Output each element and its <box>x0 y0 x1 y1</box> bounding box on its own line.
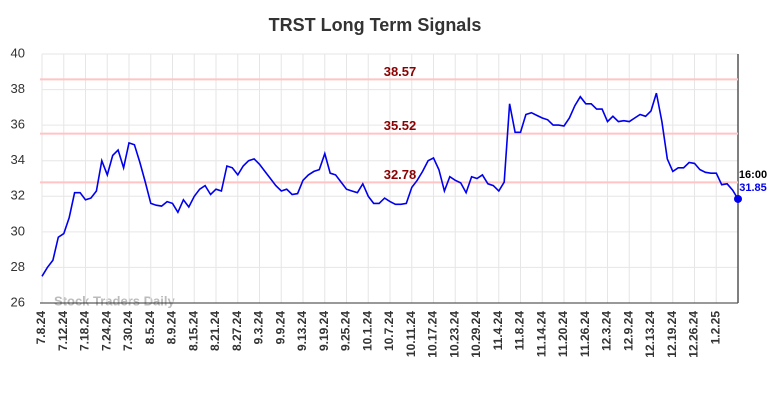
x-tick-label: 9.9.24 <box>273 311 287 345</box>
y-tick-label: 32 <box>11 188 25 203</box>
last-time: 16:00 <box>739 169 767 181</box>
x-tick-label: 10.11.24 <box>404 311 418 357</box>
y-tick-label: 40 <box>11 45 25 60</box>
price-line <box>41 92 739 277</box>
x-tick-label: 12.13.24 <box>643 311 657 358</box>
y-tick-label: 38 <box>11 81 25 96</box>
x-tick-label: 10.1.24 <box>360 311 374 351</box>
x-tick-label: 10.17.24 <box>426 311 440 358</box>
x-tick-label: 8.21.24 <box>208 311 222 351</box>
last-point <box>734 194 742 203</box>
y-tick-label: 28 <box>11 259 25 274</box>
signal-label: 35.52 <box>384 118 417 133</box>
chart-title: TRST Long Term Signals <box>269 15 482 35</box>
x-tick-label: 7.30.24 <box>121 311 135 351</box>
x-tick-label: 10.29.24 <box>469 311 483 358</box>
x-tick-label: 1.2.25 <box>708 311 722 345</box>
x-tick-label: 7.18.24 <box>78 311 92 351</box>
signal-label: 32.78 <box>384 167 417 182</box>
y-tick-label: 36 <box>11 117 25 132</box>
x-tick-label: 8.5.24 <box>143 311 157 345</box>
watermark: Stock Traders Daily <box>54 293 175 308</box>
y-tick-label: 34 <box>11 152 25 167</box>
x-tick-label: 7.8.24 <box>34 311 48 345</box>
x-tick-label: 11.4.24 <box>491 311 505 351</box>
x-tick-label: 12.19.24 <box>665 311 679 358</box>
x-tick-label: 9.25.24 <box>339 311 353 351</box>
x-tick-label: 7.24.24 <box>99 311 113 351</box>
x-tick-label: 12.3.24 <box>600 311 614 351</box>
x-tick-label: 9.19.24 <box>317 311 331 351</box>
x-tick-label: 12.9.24 <box>621 311 635 351</box>
last-value: 31.85 <box>739 182 767 194</box>
x-tick-label: 9.13.24 <box>295 311 309 351</box>
x-tick-label: 10.7.24 <box>382 311 396 351</box>
x-tick-label: 11.14.24 <box>534 311 548 357</box>
y-tick-label: 30 <box>11 223 25 238</box>
x-tick-label: 8.27.24 <box>230 311 244 351</box>
x-tick-label: 7.12.24 <box>56 311 70 351</box>
x-tick-label: 11.8.24 <box>513 311 527 351</box>
x-tick-label: 11.26.24 <box>578 311 592 357</box>
x-tick-label: 9.3.24 <box>252 311 266 345</box>
x-tick-label: 10.23.24 <box>447 311 461 358</box>
y-tick-label: 26 <box>11 294 25 309</box>
x-tick-label: 8.15.24 <box>186 311 200 351</box>
x-tick-label: 8.9.24 <box>165 311 179 345</box>
x-tick-label: 12.26.24 <box>687 311 701 358</box>
x-tick-label: 11.20.24 <box>556 311 570 357</box>
signal-label: 38.57 <box>384 64 417 79</box>
